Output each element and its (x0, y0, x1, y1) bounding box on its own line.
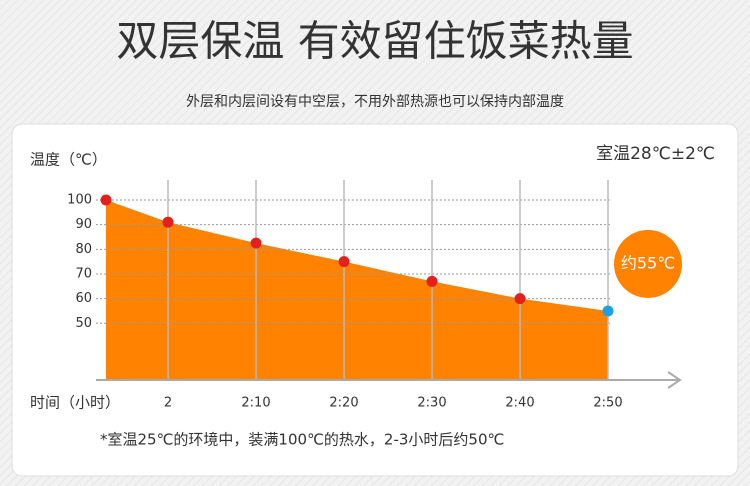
annotation-bubble (614, 229, 682, 298)
data-point (338, 256, 350, 268)
data-point (250, 237, 262, 249)
data-point (162, 216, 174, 228)
title: 双层保温 有效留住饭菜热量 (116, 17, 633, 66)
y-tick-label: 60 (75, 291, 92, 306)
data-point (514, 293, 526, 305)
x-tick-label: 2:30 (417, 396, 446, 411)
room-temp: 室温28℃±2℃ (596, 144, 715, 164)
footnote: *室温25℃的环境中，装满100℃的热水，2-3小时后约50℃ (100, 431, 504, 449)
y-tick-label: 90 (75, 217, 92, 232)
y-axis-label: 温度（℃） (30, 151, 107, 169)
chart: 50 60 70 80 90 100 2 2:10 2:20 2:30 2:40 2:50 约55℃ (67, 180, 682, 411)
data-point (426, 275, 438, 287)
y-tick-label: 70 (75, 266, 92, 281)
annotation: 约55℃ (621, 253, 675, 272)
x-tick-label: 2:50 (593, 396, 622, 411)
area (106, 200, 608, 380)
x-axis-label: 时间（小时） (30, 394, 120, 412)
y-tick-label: 50 (75, 316, 92, 331)
x-axis-arrow (667, 371, 682, 389)
y-tick-label: 80 (75, 242, 92, 257)
data-point (602, 305, 614, 317)
x-tick-label: 2:10 (241, 396, 270, 411)
x-tick-label: 2:20 (329, 396, 358, 411)
subtitle: 外层和内层间设有中空层，不用外部热源也可以保持内部温度 (186, 94, 564, 110)
data-point (100, 194, 112, 206)
x-tick-label: 2:40 (505, 396, 534, 411)
y-tick-label: 100 (67, 193, 92, 208)
x-tick-label: 2 (164, 396, 172, 411)
